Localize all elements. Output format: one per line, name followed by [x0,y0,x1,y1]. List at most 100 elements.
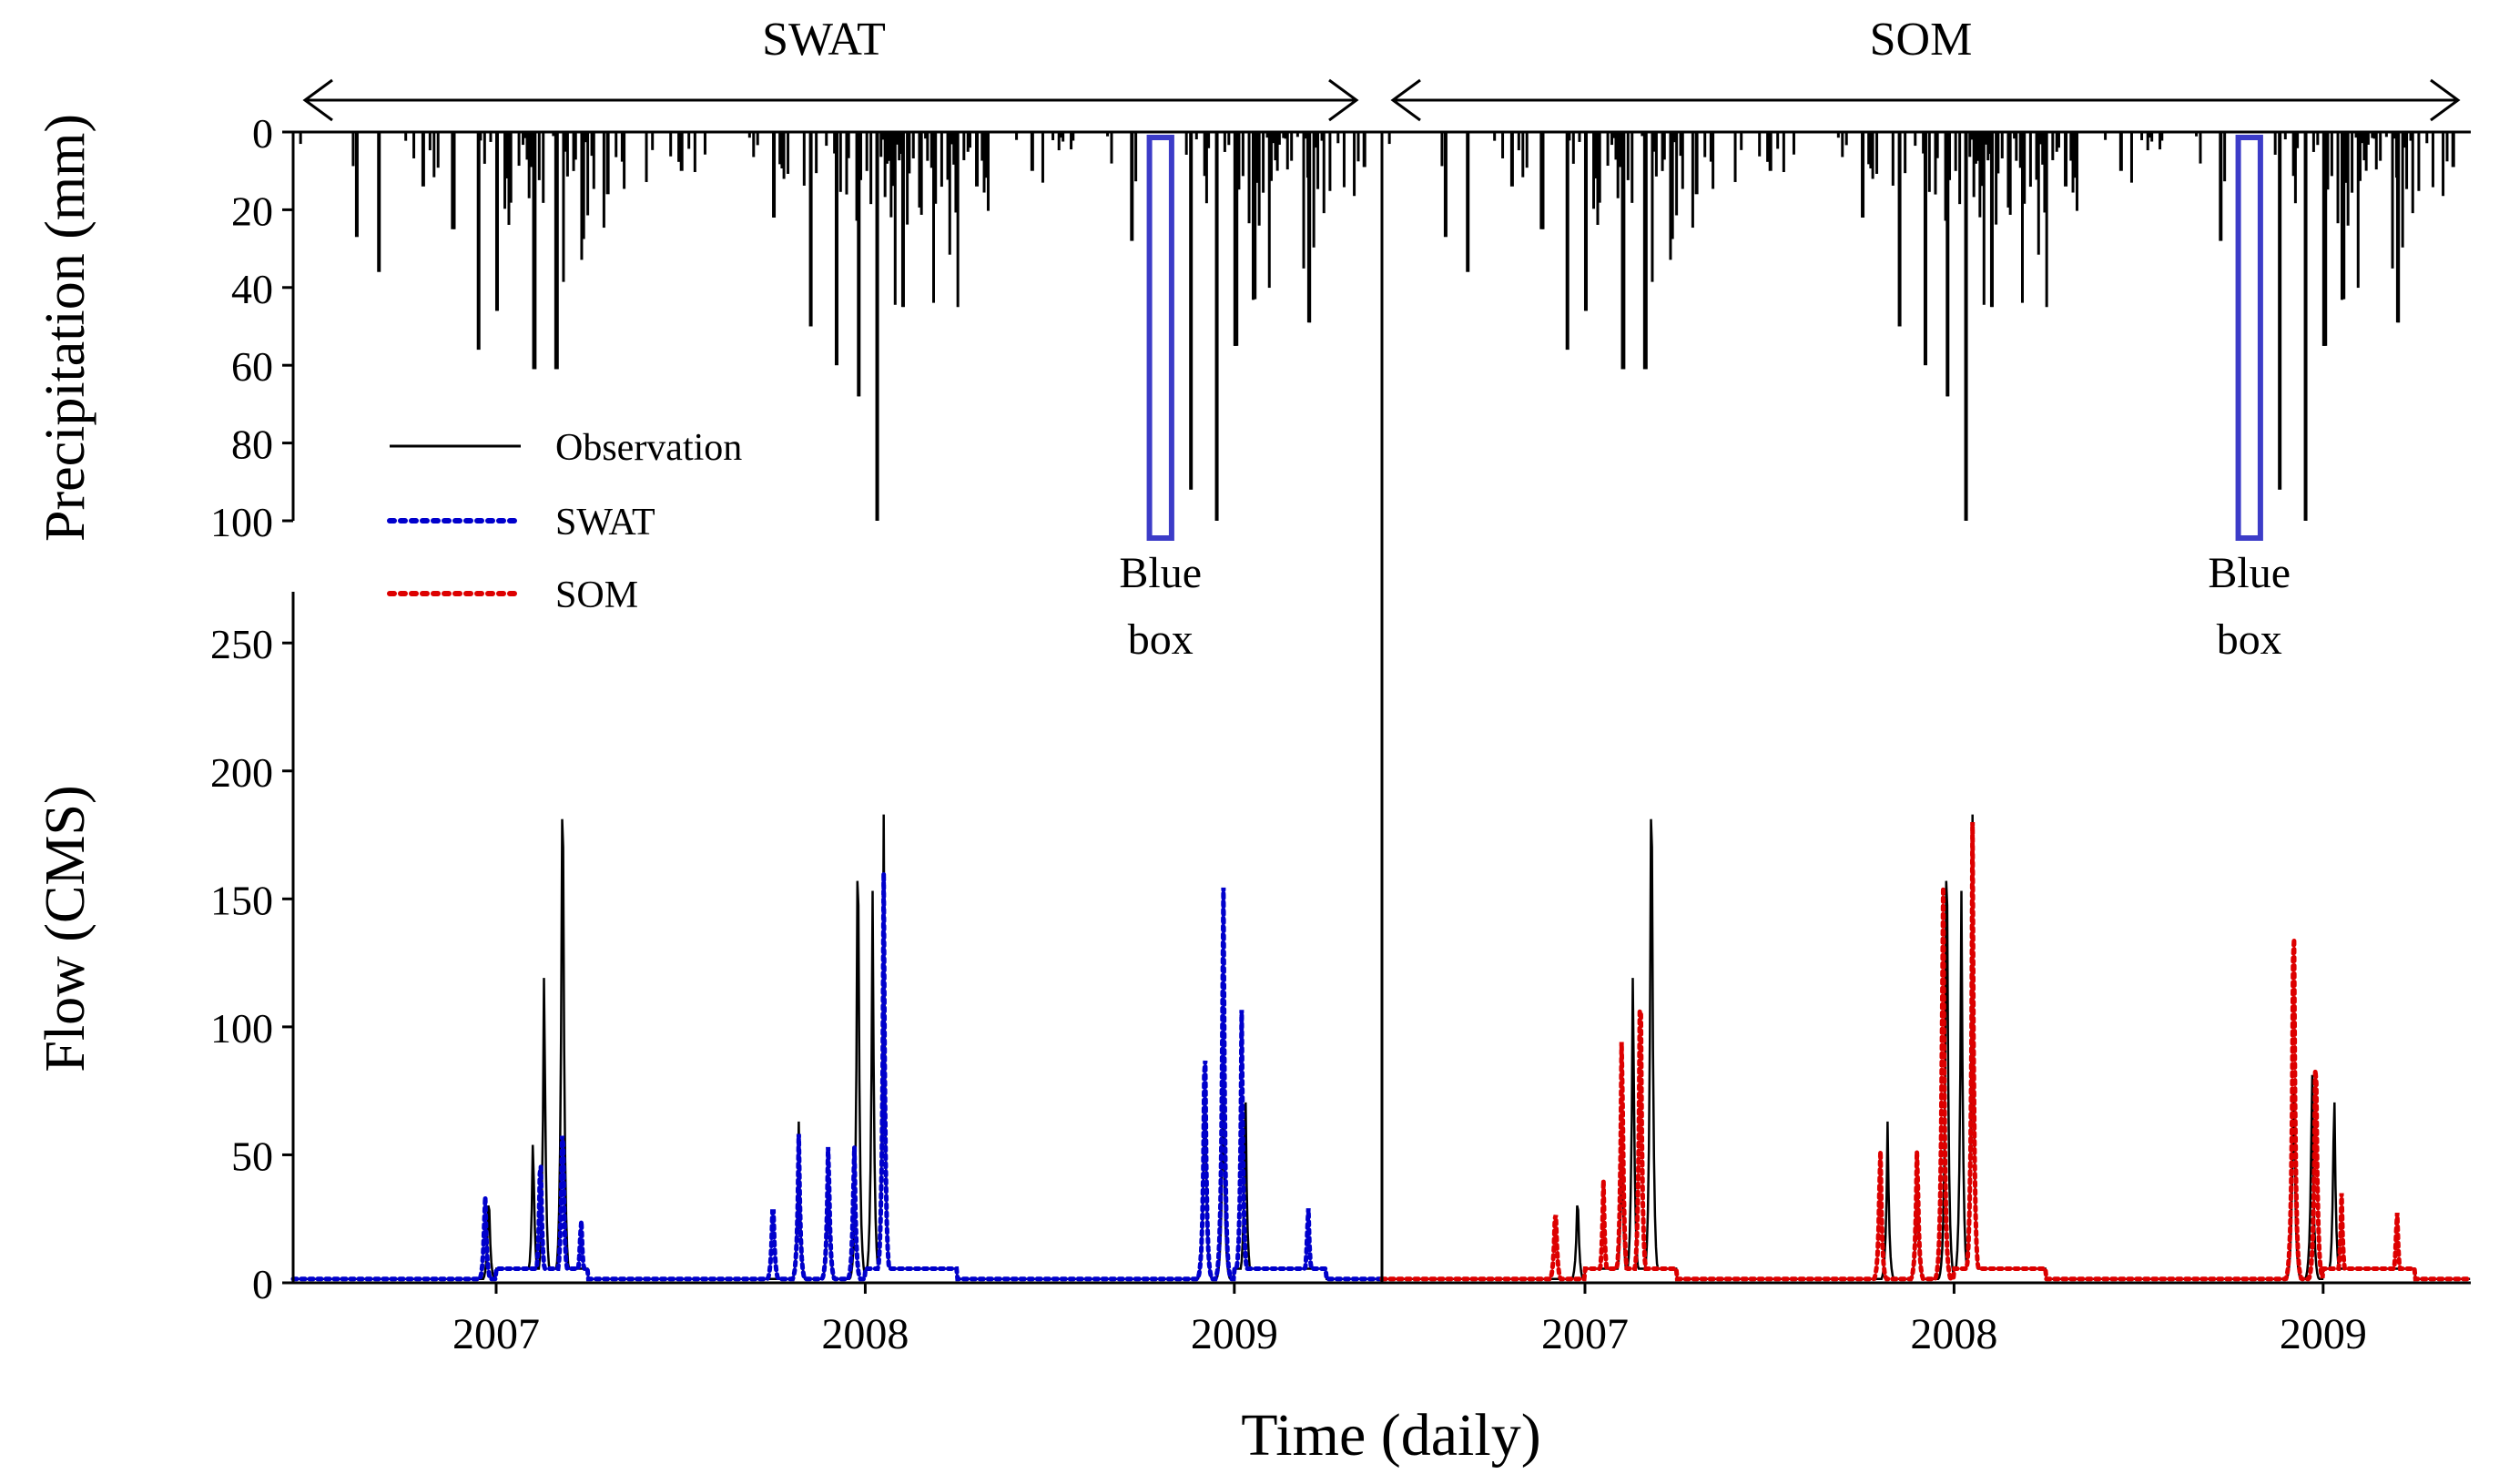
precipitation-bar [542,132,545,203]
precipitation-bar [1985,132,1988,145]
precipitation-bar [1891,132,1895,186]
precipitation-bar [2341,132,2345,300]
precipitation-bar [2379,132,2382,161]
precipitation-bar [2391,132,2394,269]
precipitation-bar [703,132,706,155]
precipitation-bar [908,132,911,174]
precipitation-bar [552,132,555,137]
precipitation-bar [1517,132,1520,151]
precipitation-bar [1059,132,1062,138]
precipitation-bar [1194,132,1198,140]
precipitation-bar [2293,132,2297,204]
precipitation-bar [1914,132,1917,147]
precipitation-bar [1703,132,1707,158]
precipitation-bar [404,132,408,141]
precipitation-bar [1989,132,1994,308]
precipitation-bar [1675,132,1679,216]
precipitation-bar [1782,132,1785,172]
precipitation-bar [2392,132,2396,139]
precipitation-bar [645,132,648,182]
precipitation-bar [2372,132,2376,139]
precipitation-bar [1284,132,1287,139]
precipitation-bar [911,132,915,158]
precipitation-bar [2278,132,2282,490]
precipitation-bar [1970,132,1974,140]
precipitation-bar [554,132,558,370]
precipitation-bar [584,132,587,143]
precipitation-bar [2057,132,2060,148]
precipitation-bar [1662,132,1666,160]
precipitation-bar [1571,132,1575,164]
precipitation-bar [1712,132,1715,189]
precipitation-bar [2160,132,2164,141]
precipitation-bar [2043,132,2047,213]
precipitation-bar [1227,132,1231,146]
precipitation-bar [432,132,436,178]
precipitation-bar [1247,132,1251,224]
precipitation-bar [1062,132,1065,142]
precipitation-bar [1964,132,1968,521]
precipitation-bar [1134,132,1138,182]
precipitation-bar [1671,132,1674,239]
precipitation-bar [1233,132,1237,346]
precipitation-bar [436,132,440,168]
precipitation-bar [651,132,655,150]
flow-tick-label: 200 [210,749,273,796]
chart-text: SWAT SOM Precipitation (mm) Flow (CMS) T… [35,14,2291,1469]
precipitation-bar [1594,132,1598,178]
flow-tick-label: 100 [210,1005,273,1052]
precipitation-bar [1223,132,1226,152]
precipitation-bar [1923,132,1927,366]
precipitation-bar [1070,132,1073,150]
precipitation-bar [2000,132,2004,158]
precipitation-bar [1904,132,1907,174]
precipitation-bar [1679,132,1682,157]
precipitation-bar [354,132,359,238]
precipitation-bar [476,132,481,351]
precipitation-bars-layer [299,132,2455,541]
precipitation-bar [962,132,966,160]
precipitation-bar [522,132,525,146]
precipitation-bar [847,132,850,158]
precipitation-bar [1927,132,1931,192]
precipitation-bar [1980,132,1984,187]
precipitation-bar [825,132,828,147]
precipitation-bar [1493,132,1497,141]
precipitation-bar [1996,132,2000,174]
flow-line-som-panel-2 [1379,821,2473,1282]
precipitation-bar [1844,132,1848,146]
precipitation-bar [752,132,756,158]
precipitation-bar [2346,132,2350,226]
precipitation-bar [2006,132,2010,208]
precipitation-bar [1861,132,1865,218]
arrow-head-right [2430,78,2461,122]
precipitation-bar [782,132,786,179]
precipitation-bar [1958,132,1962,205]
flow-series-layer [290,814,2473,1282]
precipitation-bar [574,132,577,160]
precipitation-bar [1466,132,1470,272]
precipitation-bar [931,132,935,303]
precipitation-bar [1214,132,1219,521]
precipitation-bar [1342,132,1346,188]
precipitation-bar [2303,132,2308,521]
precipitation-bar [1328,132,1332,191]
precipitation-bar [1948,132,1952,180]
precipitation-bar [885,132,889,164]
precipitation-bar [2356,132,2360,289]
precipitation-bar [747,132,751,138]
precipitation-bar [565,132,569,177]
precipitation-bar [893,132,897,305]
precipitation-bar [952,132,956,165]
precipitation-bar [986,132,990,211]
precipitation-tick-label: 60 [231,343,273,390]
precipitation-bar [580,132,584,260]
precipitation-bar [693,132,696,172]
precipitation-bar [1362,132,1366,168]
precipitation-bar [1443,132,1448,238]
precipitation-bar [808,132,813,327]
legend-label-som: SOM [555,574,638,616]
precipitation-bar [2291,132,2295,177]
precipitation-bar [1316,132,1320,189]
